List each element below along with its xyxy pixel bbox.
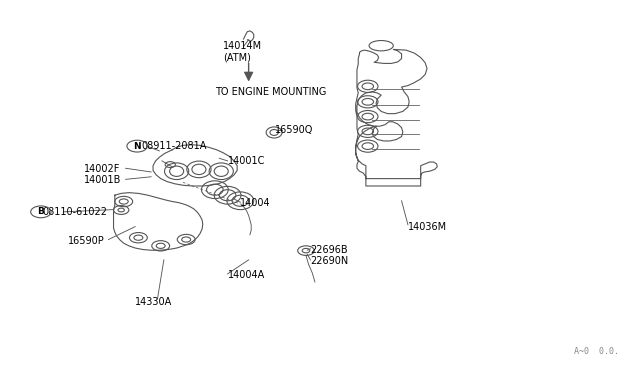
Text: A~0  0.0.: A~0 0.0. <box>575 347 620 356</box>
Text: 14001B: 14001B <box>84 176 122 186</box>
Text: TO ENGINE MOUNTING: TO ENGINE MOUNTING <box>215 87 326 97</box>
Text: 14002F: 14002F <box>84 164 120 174</box>
Text: 14004A: 14004A <box>228 270 265 280</box>
Text: 14014M: 14014M <box>223 41 262 51</box>
Text: 14001C: 14001C <box>228 156 265 166</box>
Text: 08110-61022: 08110-61022 <box>43 207 108 217</box>
Text: 14330A: 14330A <box>135 297 172 307</box>
Text: 14036M: 14036M <box>408 222 447 232</box>
Text: (ATM): (ATM) <box>223 52 251 62</box>
Text: 22696B: 22696B <box>310 244 348 254</box>
Text: 16590Q: 16590Q <box>275 125 314 135</box>
Text: N: N <box>133 142 141 151</box>
Text: 22690N: 22690N <box>310 256 349 266</box>
Text: B: B <box>38 207 44 217</box>
Text: 14004: 14004 <box>241 198 271 208</box>
Text: 08911-2081A: 08911-2081A <box>141 141 207 151</box>
Text: 16590P: 16590P <box>68 236 105 246</box>
